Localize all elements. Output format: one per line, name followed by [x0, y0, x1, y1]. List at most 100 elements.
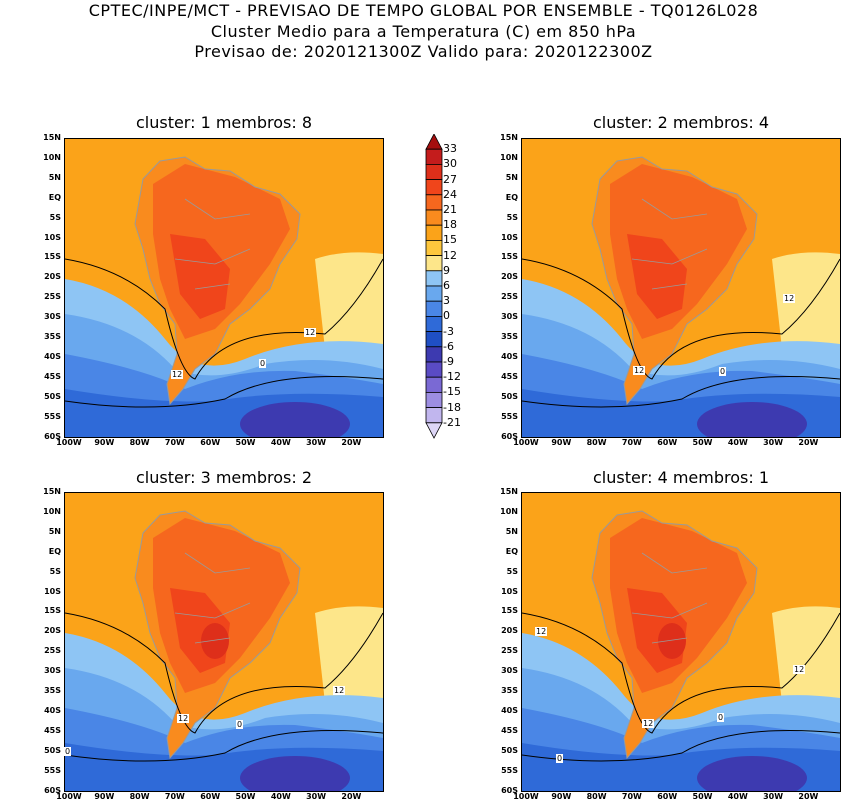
lon-tick-label: 50W — [692, 438, 713, 447]
contour-label: 12 — [793, 665, 806, 674]
lat-tick-label: 60S — [501, 431, 518, 441]
lat-tick-label: 5S — [49, 566, 61, 576]
lon-tick-label: 20W — [798, 792, 819, 801]
header-line-2: Cluster Medio para a Temperatura (C) em … — [210, 22, 637, 41]
lat-tick-label: 10S — [44, 232, 61, 242]
lat-tick-label: 10S — [501, 586, 518, 596]
lat-tick-label: 60S — [44, 431, 61, 441]
lat-tick-label: 10N — [43, 152, 61, 162]
lon-tick-label: 70W — [621, 438, 642, 447]
header-line-1: CPTEC/INPE/MCT - PREVISAO DE TEMPO GLOBA… — [88, 1, 759, 20]
lat-tick-label: 20S — [501, 626, 518, 636]
lon-tick-label: 50W — [235, 438, 256, 447]
lat-tick-label: 25S — [501, 646, 518, 656]
lon-tick-label: 40W — [727, 792, 748, 801]
header-line-3: Previsao de: 2020121300Z Valido para: 20… — [194, 42, 653, 61]
lat-tick-label: 35S — [501, 686, 518, 695]
lon-tick-label: 50W — [692, 792, 713, 801]
lat-tick-label: 5N — [48, 526, 61, 536]
lon-tick-label: 70W — [621, 792, 642, 801]
colorbar-label: 12 — [443, 248, 457, 262]
lat-tick-label: 40S — [44, 705, 61, 715]
lat-tick-label: EQ — [505, 546, 518, 556]
lon-tick-label: 60W — [657, 792, 678, 801]
lat-tick-label: 10N — [500, 506, 518, 516]
lat-tick-label: 40S — [501, 705, 518, 715]
colorbar-swatches — [425, 133, 443, 439]
lat-tick-label: 15N — [43, 487, 61, 496]
contour-label: 12 — [535, 627, 548, 636]
lat-tick-label: 15S — [44, 252, 61, 262]
map-canvas — [522, 493, 840, 791]
lon-tick-label: 20W — [341, 438, 362, 447]
contour-label: 0 — [717, 713, 725, 722]
lat-tick-label: 5S — [506, 212, 518, 222]
lon-tick-label: 90W — [94, 438, 115, 447]
contour-label: 12 — [333, 686, 346, 695]
lon-tick-label: 80W — [586, 792, 607, 801]
lon-tick-label: 80W — [586, 438, 607, 447]
lon-tick-label: 20W — [798, 438, 819, 447]
lat-tick-label: 15S — [501, 252, 518, 262]
colorbar-label: 30 — [443, 157, 457, 171]
colorbar-label: 33 — [443, 142, 457, 156]
lon-tick-label: 100W — [513, 438, 539, 447]
lat-tick-label: 15N — [500, 487, 518, 496]
panel-4-title: cluster: 4 membros: 1 — [592, 468, 770, 487]
lat-tick-label: 55S — [44, 765, 61, 775]
map-canvas — [65, 139, 383, 437]
colorbar-label: 9 — [443, 263, 450, 277]
colorbar-label: -21 — [443, 415, 461, 429]
lat-tick-label: 25S — [501, 292, 518, 302]
lat-tick-label: 45S — [44, 371, 61, 381]
lat-tick-label: 10S — [44, 586, 61, 596]
lat-tick-label: 35S — [501, 332, 518, 341]
lon-tick-label: 80W — [129, 792, 150, 801]
colorbar-label: -18 — [443, 400, 461, 414]
map-panel-1 — [64, 138, 384, 438]
lat-tick-label: 60S — [44, 785, 61, 795]
lat-tick-label: 45S — [501, 725, 518, 735]
colorbar-label: 15 — [443, 233, 457, 247]
contour-label: 0 — [259, 359, 267, 368]
lon-tick-label: 30W — [763, 792, 784, 801]
lon-tick-label: 40W — [270, 792, 291, 801]
colorbar — [425, 133, 443, 440]
colorbar-label: 21 — [443, 203, 457, 216]
map-panel-4 — [521, 492, 841, 792]
panel-1-title: cluster: 1 membros: 8 — [135, 113, 313, 132]
colorbar-label: 24 — [443, 187, 457, 201]
lat-tick-label: 40S — [44, 351, 61, 361]
lon-tick-label: 30W — [306, 438, 327, 447]
lon-tick-label: 20W — [341, 792, 362, 801]
colorbar-label: 6 — [443, 279, 450, 292]
contour-label: 12 — [304, 328, 317, 337]
contour-label: 12 — [783, 294, 796, 303]
colorbar-label: 27 — [443, 172, 457, 186]
map-panel-2 — [521, 138, 841, 438]
lat-tick-label: 15N — [43, 133, 61, 142]
map-canvas — [65, 493, 383, 791]
lat-tick-label: 5S — [506, 566, 518, 576]
lon-tick-label: 60W — [200, 438, 221, 447]
lat-tick-label: 30S — [501, 666, 518, 676]
lat-tick-label: 50S — [501, 745, 518, 755]
lon-tick-label: 40W — [727, 438, 748, 447]
lon-tick-label: 40W — [270, 438, 291, 447]
lat-tick-label: 25S — [44, 292, 61, 302]
colorbar-label: -12 — [443, 370, 461, 384]
colorbar-label: -15 — [443, 385, 461, 399]
lon-tick-label: 30W — [306, 792, 327, 801]
lat-tick-label: 35S — [44, 332, 61, 341]
lat-tick-label: EQ — [48, 546, 61, 556]
lat-tick-label: 50S — [501, 391, 518, 401]
colorbar-label: -3 — [443, 324, 454, 338]
lat-tick-label: 20S — [44, 272, 61, 282]
lon-tick-label: 70W — [164, 438, 185, 447]
lat-tick-label: 50S — [44, 391, 61, 401]
lat-tick-label: 45S — [44, 725, 61, 735]
colorbar-label: 18 — [443, 218, 457, 232]
lon-tick-label: 30W — [763, 438, 784, 447]
contour-label: 0 — [64, 747, 72, 756]
lat-tick-label: 20S — [501, 272, 518, 282]
